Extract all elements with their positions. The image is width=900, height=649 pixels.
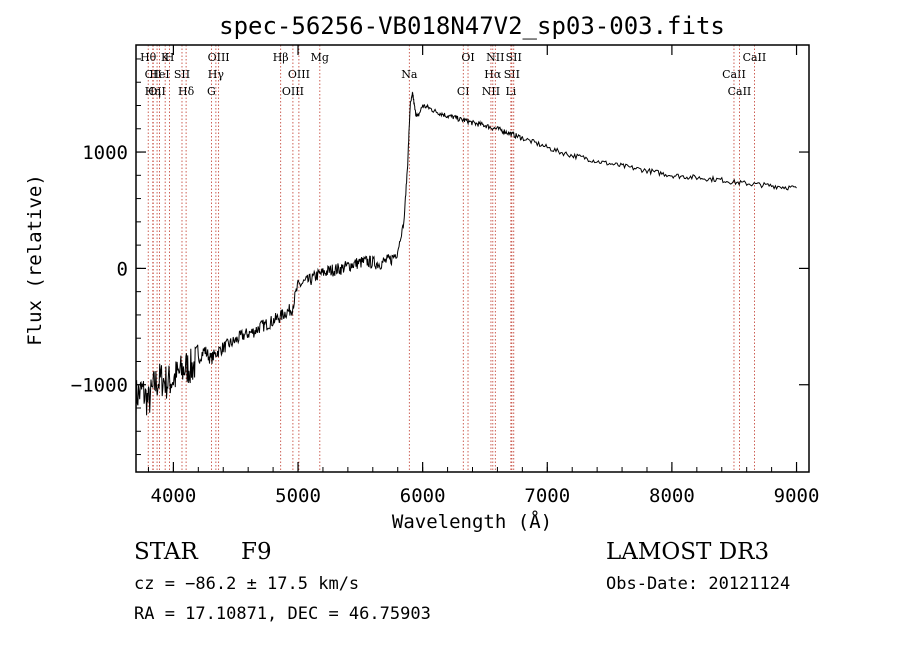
line-marker-label: SII — [504, 68, 520, 81]
y-tick-label: −1000 — [71, 375, 128, 397]
line-marker-label: Hβ — [273, 51, 289, 64]
redshift-velocity: cz = −86.2 ± 17.5 km/s — [134, 574, 360, 594]
x-tick-label: 4000 — [151, 485, 197, 507]
line-marker-label: OI — [461, 51, 474, 64]
line-marker-label: SII — [506, 51, 522, 64]
line-marker-label: H — [165, 51, 175, 64]
line-marker-label: CI — [457, 85, 470, 98]
line-marker-label: CaII — [743, 51, 767, 64]
line-marker-label: OIII — [282, 85, 304, 98]
line-marker-label: SII — [174, 68, 190, 81]
line-marker-label: Na — [401, 68, 418, 81]
chart-title: spec-56256-VB018N47V2_sp03-003.fits — [219, 12, 725, 40]
line-marker-label: NII — [486, 51, 504, 64]
y-axis-label: Flux (relative) — [24, 174, 46, 346]
y-tick-label: 0 — [117, 258, 128, 280]
line-marker-label: NII — [482, 85, 500, 98]
x-tick-label: 9000 — [774, 485, 820, 507]
x-tick-label: 8000 — [649, 485, 695, 507]
line-marker-label: G — [207, 85, 216, 98]
x-tick-label: 6000 — [400, 485, 446, 507]
line-marker-label: CaII — [722, 68, 746, 81]
line-marker-label: Hγ — [208, 68, 225, 81]
survey-name: LAMOST DR3 — [606, 539, 770, 565]
x-axis-label: Wavelength (Å) — [392, 510, 552, 533]
y-tick-label: 1000 — [82, 142, 128, 164]
line-marker-label: Hδ — [178, 85, 195, 98]
coordinates: RA = 17.10871, DEC = 46.75903 — [134, 604, 431, 624]
line-marker-label: HeI — [149, 68, 169, 81]
observation-date: Obs-Date: 20121124 — [606, 574, 791, 594]
line-marker-label: Hη — [145, 85, 161, 98]
x-tick-label: 7000 — [524, 485, 570, 507]
line-marker-label: OIII — [208, 51, 230, 64]
line-marker-label: K — [161, 51, 170, 64]
x-tick-label: 5000 — [275, 485, 321, 507]
line-marker-label: CaII — [728, 85, 752, 98]
line-marker-label: OIII — [288, 68, 310, 81]
line-marker-label: Li — [505, 85, 516, 98]
line-marker-label: Mg — [311, 51, 329, 64]
line-marker-label: Hα — [484, 68, 502, 81]
plot-frame — [135, 44, 810, 473]
spectrum-series-line — [135, 91, 797, 416]
object-class: STAR — [134, 539, 198, 565]
object-subclass: F9 — [241, 539, 272, 565]
line-marker-label: Hθ — [140, 51, 157, 64]
